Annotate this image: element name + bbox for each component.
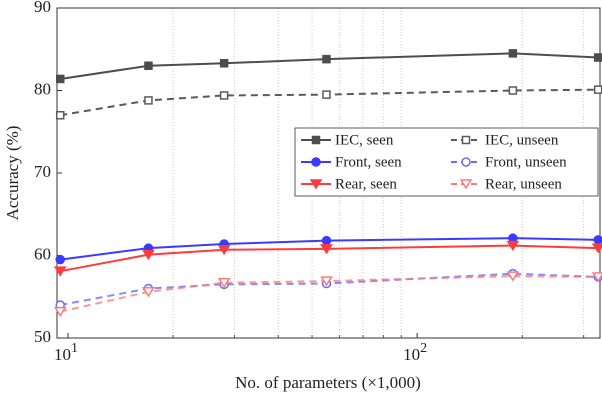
marker xyxy=(508,86,518,95)
legend-label: Front, seen xyxy=(335,154,402,170)
marker xyxy=(322,90,331,99)
marker xyxy=(506,271,520,282)
marker xyxy=(593,235,602,245)
legend-marker xyxy=(461,135,471,145)
x-tick-label: 101 xyxy=(54,341,78,364)
marker xyxy=(53,306,67,318)
marker xyxy=(219,59,229,68)
y-tick-label: 60 xyxy=(34,244,51,263)
legend-label: Rear, unseen xyxy=(485,176,562,192)
legend-box xyxy=(294,127,599,197)
legend-marker-shape xyxy=(461,157,471,167)
legend-marker xyxy=(311,157,321,167)
x-tick-exponent: 2 xyxy=(420,341,427,356)
marker xyxy=(142,249,155,261)
marker xyxy=(55,111,65,120)
legend-label: Rear, seen xyxy=(335,176,397,192)
marker xyxy=(217,244,231,256)
legend-label: Front, unseen xyxy=(485,154,567,170)
x-tick-base: 10 xyxy=(54,345,71,364)
y-axis-title: Accuracy (%) xyxy=(3,126,22,221)
marker xyxy=(591,243,602,254)
legend-marker xyxy=(461,157,471,167)
legend-marker-shape xyxy=(311,157,321,167)
legend-label: IEC, seen xyxy=(335,132,394,148)
series-line xyxy=(60,237,599,261)
marker xyxy=(321,235,332,246)
series-line xyxy=(60,244,599,273)
marker xyxy=(593,53,602,62)
marker xyxy=(508,49,518,58)
series-line xyxy=(60,272,599,306)
marker xyxy=(53,266,67,277)
legend-marker xyxy=(309,179,323,190)
marker xyxy=(320,276,333,287)
legend-marker-shape xyxy=(459,179,473,190)
marker xyxy=(506,240,520,252)
series-line xyxy=(60,88,599,117)
marker xyxy=(219,91,229,100)
y-tick-label: 80 xyxy=(34,79,51,98)
marker xyxy=(144,96,153,105)
y-tick-label: 50 xyxy=(34,327,51,346)
marker xyxy=(144,61,153,70)
legend-marker xyxy=(459,179,473,190)
marker xyxy=(55,254,65,265)
marker xyxy=(593,85,602,94)
series-line xyxy=(60,275,599,313)
legend-marker-shape xyxy=(311,135,321,145)
marker xyxy=(217,277,231,289)
marker xyxy=(142,287,155,298)
y-tick-label: 70 xyxy=(34,162,51,181)
series-line xyxy=(60,52,599,80)
marker xyxy=(320,244,333,255)
marker xyxy=(55,74,65,84)
legend-marker-shape xyxy=(309,179,323,190)
legend-marker xyxy=(311,135,321,145)
x-tick-label: 102 xyxy=(403,341,427,364)
x-tick-exponent: 1 xyxy=(71,341,78,356)
legend-marker-shape xyxy=(461,135,471,145)
x-axis-title: No. of parameters (×1,000) xyxy=(235,373,421,392)
marker xyxy=(322,54,331,64)
x-tick-base: 10 xyxy=(403,345,420,364)
y-tick-label: 90 xyxy=(34,0,51,16)
legend-label: IEC, unseen xyxy=(485,132,559,148)
plot-frame xyxy=(56,7,601,339)
marker xyxy=(591,272,602,283)
